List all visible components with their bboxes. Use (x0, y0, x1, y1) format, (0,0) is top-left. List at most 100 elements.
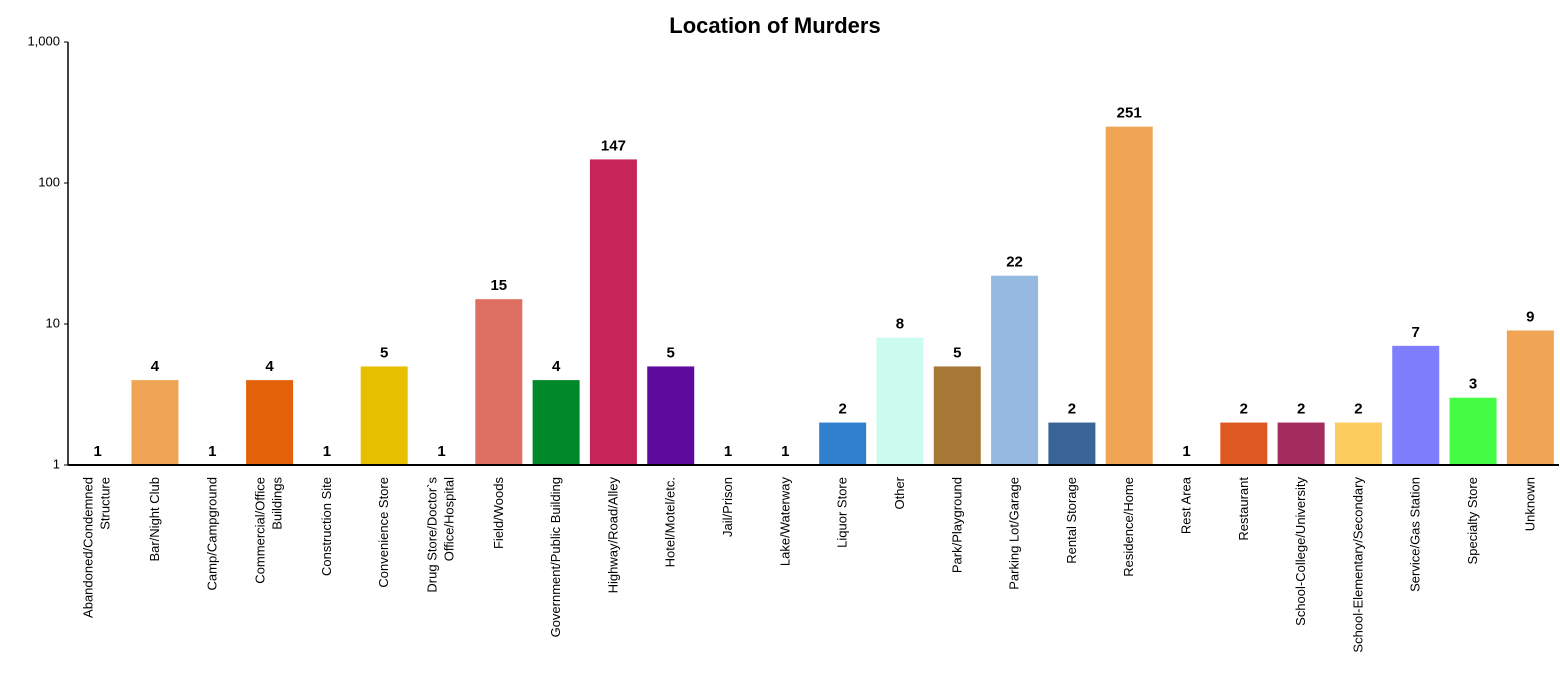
x-tick-label-line: Park/Playground (949, 477, 964, 573)
x-tick-label: Restaurant (1236, 477, 1251, 541)
x-tick-label: Commercial/Office Buildings (253, 477, 285, 584)
x-tick-label: Liquor Store (835, 477, 850, 548)
x-tick-label-line: Convenience Store (376, 477, 391, 588)
value-label: 5 (953, 344, 961, 361)
value-label: 1 (1182, 443, 1190, 460)
bar (1449, 397, 1497, 465)
x-tick-label-line: Buildings (270, 477, 285, 530)
value-label: 22 (1006, 254, 1023, 271)
x-tick-label: Unknown (1522, 477, 1537, 531)
x-tick-label-line: Specialty Store (1465, 477, 1480, 564)
y-tick-label: 1,000 (27, 33, 60, 48)
x-tick-label: Highway/Road/Alley (605, 477, 620, 594)
x-tick-label-line: Government/Public Building (548, 477, 563, 637)
bar (589, 159, 637, 465)
bar (647, 366, 695, 465)
value-label: 1 (208, 443, 216, 460)
bar (532, 380, 580, 465)
value-label: 2 (1068, 401, 1076, 418)
bar (1277, 422, 1325, 465)
value-label: 1 (437, 443, 445, 460)
bar (360, 366, 408, 465)
x-tick-label-line: Rest Area (1179, 476, 1194, 534)
x-tick-label-line: Construction Site (319, 477, 334, 576)
value-label: 4 (151, 358, 160, 375)
bar (131, 380, 179, 465)
x-tick-label: School-Elementary/Secondary (1350, 477, 1365, 653)
value-label: 251 (1117, 105, 1142, 122)
x-tick-label-line: Parking Lot/Garage (1007, 477, 1022, 590)
value-label: 5 (380, 344, 388, 361)
x-tick-label: Lake/Waterway (777, 477, 792, 567)
x-tick-label: Other (892, 476, 907, 509)
value-label: 1 (323, 443, 331, 460)
bar (991, 275, 1039, 465)
x-tick-label-line: School-Elementary/Secondary (1350, 477, 1365, 653)
x-tick-label-line: Abandoned/Condemned (81, 477, 96, 618)
y-tick-label: 100 (38, 174, 60, 189)
x-tick-label-line: Bar/Night Club (147, 477, 162, 562)
bar (933, 366, 981, 465)
x-tick-label: Rest Area (1179, 476, 1194, 534)
value-label: 2 (838, 401, 846, 418)
x-tick-label-line: Drug Store/Doctor`s (425, 477, 440, 593)
bar (1048, 422, 1096, 465)
x-tick-label: Camp/Campground (204, 477, 219, 590)
value-label: 8 (896, 316, 904, 333)
value-label: 147 (601, 137, 626, 154)
x-tick-label: School-College/University (1293, 477, 1308, 626)
bar (1392, 345, 1440, 465)
x-tick-label-line: Restaurant (1236, 477, 1251, 541)
x-tick-label: Park/Playground (949, 477, 964, 573)
x-tick-label-line: Camp/Campground (204, 477, 219, 590)
value-label: 2 (1297, 401, 1305, 418)
x-tick-label: Abandoned/Condemned Structure (81, 477, 113, 618)
value-label: 9 (1526, 308, 1534, 325)
x-tick-label-line: Unknown (1522, 477, 1537, 531)
x-tick-label: Drug Store/Doctor`s Office/Hospital (425, 477, 457, 593)
x-tick-label-line: Structure (98, 477, 113, 530)
bar (475, 299, 523, 465)
x-tick-label-line: Highway/Road/Alley (605, 477, 620, 594)
bar (1334, 422, 1382, 465)
x-tick-label-line: Liquor Store (835, 477, 850, 548)
x-tick-label-line: Jail/Prison (720, 477, 735, 537)
value-label: 3 (1469, 376, 1477, 393)
value-label: 15 (490, 277, 507, 294)
y-tick-label: 1 (53, 456, 60, 471)
value-label: 1 (724, 443, 732, 460)
bar (246, 380, 294, 465)
x-tick-label: Convenience Store (376, 477, 391, 588)
value-label: 4 (265, 358, 274, 375)
value-label: 2 (1240, 401, 1248, 418)
value-label: 7 (1412, 324, 1420, 341)
bar (1506, 330, 1554, 465)
x-tick-label: Service/Gas Station (1408, 477, 1423, 592)
x-tick-label: Bar/Night Club (147, 477, 162, 562)
value-label: 5 (667, 344, 675, 361)
value-label: 2 (1354, 401, 1362, 418)
value-label: 4 (552, 358, 561, 375)
x-tick-label-line: Residence/Home (1121, 477, 1136, 577)
x-tick-label: Rental Storage (1064, 477, 1079, 564)
value-label: 1 (93, 443, 101, 460)
bar (1105, 126, 1153, 466)
x-tick-label: Government/Public Building (548, 477, 563, 637)
bar (1220, 422, 1268, 465)
x-tick-label: Jail/Prison (720, 477, 735, 537)
x-tick-label: Construction Site (319, 477, 334, 576)
x-tick-label-line: Hotel/Motel/etc. (663, 477, 678, 567)
x-tick-label: Field/Woods (491, 477, 506, 550)
x-tick-label-line: Service/Gas Station (1408, 477, 1423, 592)
x-tick-label: Hotel/Motel/etc. (663, 477, 678, 567)
x-tick-label: Parking Lot/Garage (1007, 477, 1022, 590)
x-tick-label: Specialty Store (1465, 477, 1480, 564)
x-tick-label-line: Lake/Waterway (777, 477, 792, 567)
x-tick-label-line: School-College/University (1293, 477, 1308, 626)
x-tick-label-line: Commercial/Office (253, 477, 268, 584)
chart-title: Location of Murders (669, 13, 880, 38)
x-tick-label-line: Office/Hospital (442, 477, 457, 561)
bar (819, 422, 867, 465)
y-tick-label: 10 (46, 315, 60, 330)
